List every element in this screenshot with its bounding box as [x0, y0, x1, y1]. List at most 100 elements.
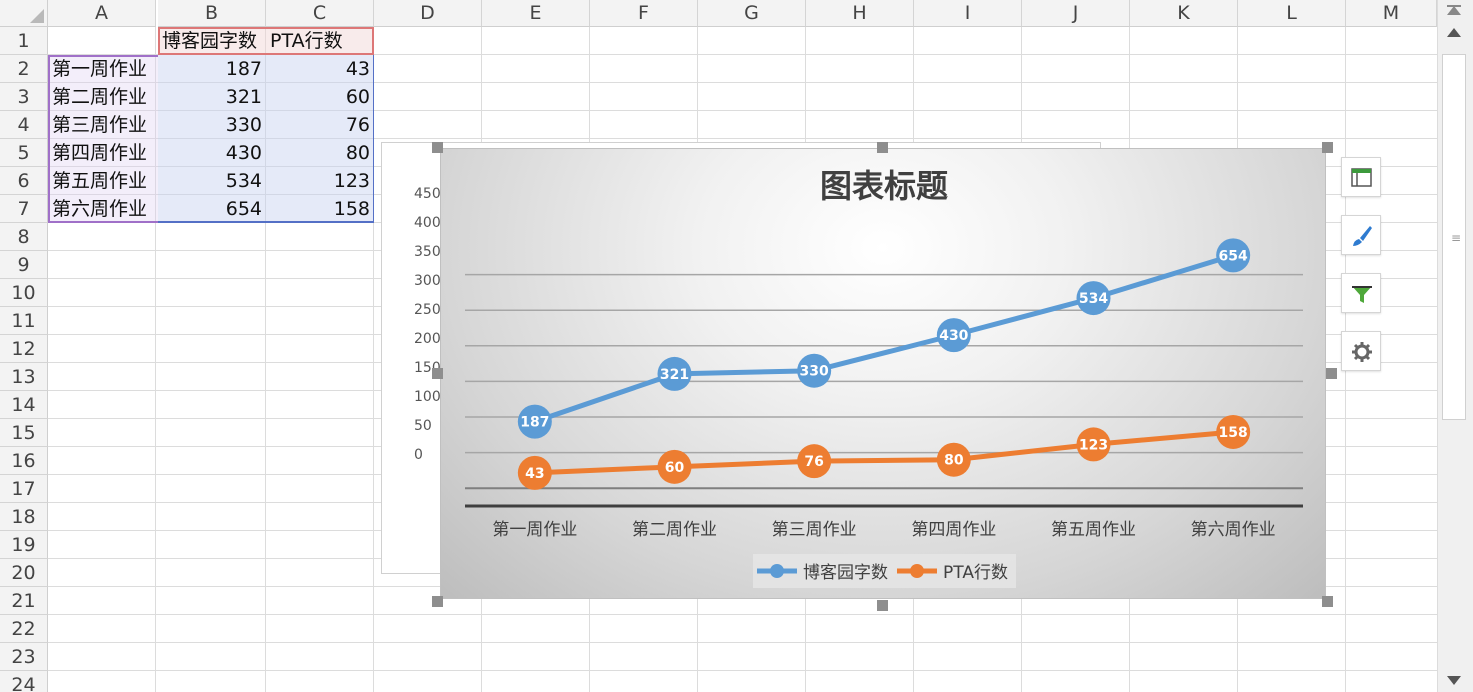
row-header-18[interactable]: 18 [0, 503, 48, 531]
row-header-2[interactable]: 2 [0, 55, 48, 83]
select-all-corner[interactable] [0, 0, 48, 27]
column-header-K[interactable]: K [1130, 0, 1238, 27]
column-header-G[interactable]: G [698, 0, 806, 27]
row-header-1[interactable]: 1 [0, 27, 48, 55]
data-point[interactable] [1216, 414, 1251, 449]
line-chart[interactable]: 图表标题 187 321 330 430 534 654 43 60 76 80 123 158 第一… [440, 148, 1326, 599]
data-label: 76 [804, 454, 823, 470]
row-header-16[interactable]: 16 [0, 447, 48, 475]
column-header-E[interactable]: E [482, 0, 590, 27]
chart-title[interactable]: 图表标题 [820, 167, 948, 205]
column-header-I[interactable]: I [914, 0, 1022, 27]
row-header-21[interactable]: 21 [0, 587, 48, 615]
row-header-19[interactable]: 19 [0, 531, 48, 559]
resize-handle-bl[interactable] [432, 596, 443, 607]
cell-C2[interactable]: 43 [345, 58, 370, 80]
cell-A2[interactable]: 第一周作业 [52, 58, 148, 80]
chart-filter-button[interactable] [1341, 273, 1381, 313]
row-header-7[interactable]: 7 [0, 195, 48, 223]
row-header-20[interactable]: 20 [0, 559, 48, 587]
data-point[interactable] [936, 442, 971, 477]
resize-handle-b[interactable] [877, 600, 888, 611]
row-header-14[interactable]: 14 [0, 391, 48, 419]
scroll-down-icon[interactable] [1447, 676, 1461, 685]
series-line-1[interactable] [534, 429, 1234, 476]
scroll-thumb[interactable]: ≡ [1442, 54, 1466, 420]
resize-handle-t[interactable] [877, 142, 888, 153]
legend-entry[interactable]: 博客园字数 [803, 563, 888, 583]
data-point[interactable] [657, 449, 692, 484]
data-label: 187 [520, 415, 549, 431]
scroll-to-top-arrow-icon[interactable] [1447, 6, 1461, 15]
row-header-9[interactable]: 9 [0, 251, 48, 279]
cell-A6[interactable]: 第五周作业 [52, 170, 148, 192]
cell-C4[interactable]: 76 [345, 114, 370, 136]
resize-handle-l[interactable] [432, 368, 443, 379]
column-header-L[interactable]: L [1238, 0, 1346, 27]
column-header-H[interactable]: H [806, 0, 914, 27]
chart-style-button[interactable] [1341, 215, 1381, 255]
cell-A7[interactable]: 第六周作业 [52, 198, 148, 220]
column-header-C[interactable]: C [266, 0, 374, 27]
row-header-3[interactable]: 3 [0, 83, 48, 111]
column-header-M[interactable]: M [1346, 0, 1437, 27]
cell-B7[interactable]: 654 [225, 198, 262, 220]
row-header-12[interactable]: 12 [0, 335, 48, 363]
column-header-A[interactable]: A [48, 0, 156, 27]
cell-B3[interactable]: 321 [225, 86, 262, 108]
resize-handle-tl[interactable] [432, 142, 443, 153]
data-point[interactable] [936, 318, 971, 353]
cell-C7[interactable]: 158 [333, 198, 370, 220]
cell-B4[interactable]: 330 [225, 114, 262, 136]
row-header-15[interactable]: 15 [0, 419, 48, 447]
data-point[interactable] [1076, 281, 1111, 316]
chart-settings-button[interactable] [1341, 331, 1381, 371]
row-header-4[interactable]: 4 [0, 111, 48, 139]
filter-icon [1352, 286, 1372, 303]
row-gridline [48, 138, 1437, 139]
column-header-F[interactable]: F [590, 0, 698, 27]
chart-elements-button[interactable] [1341, 157, 1381, 197]
row-header-23[interactable]: 23 [0, 643, 48, 671]
row-header-24[interactable]: 24 [0, 671, 48, 692]
cell-C3[interactable]: 60 [345, 86, 370, 108]
cell-A3[interactable]: 第二周作业 [52, 86, 148, 108]
cell-C6[interactable]: 123 [333, 170, 370, 192]
data-point[interactable] [1216, 238, 1251, 273]
row-header-5[interactable]: 5 [0, 139, 48, 167]
row-header-8[interactable]: 8 [0, 223, 48, 251]
resize-handle-tr[interactable] [1322, 142, 1333, 153]
data-point[interactable] [1076, 427, 1111, 462]
column-header-D[interactable]: D [374, 0, 482, 27]
cell-C1[interactable]: PTA行数 [270, 30, 343, 52]
grip-icon: ≡ [1451, 231, 1462, 245]
scroll-up-icon[interactable] [1447, 28, 1461, 37]
column-header-J[interactable]: J [1022, 0, 1130, 27]
cell-B2[interactable]: 187 [225, 58, 262, 80]
vertical-scrollbar[interactable]: ≡ [1437, 0, 1473, 692]
row-header-13[interactable]: 13 [0, 363, 48, 391]
cell-A5[interactable]: 第四周作业 [52, 142, 148, 164]
cell-B5[interactable]: 430 [225, 142, 262, 164]
legend-entry[interactable]: PTA行数 [943, 563, 1008, 583]
row-header-6[interactable]: 6 [0, 167, 48, 195]
column-gridline [265, 27, 266, 692]
resize-handle-br[interactable] [1322, 596, 1333, 607]
row-header-22[interactable]: 22 [0, 615, 48, 643]
cell-B1[interactable]: 博客园字数 [162, 30, 258, 52]
data-point[interactable] [517, 455, 552, 490]
row-header-10[interactable]: 10 [0, 279, 48, 307]
data-point[interactable] [797, 353, 832, 388]
data-label: 654 [1219, 248, 1248, 264]
data-point[interactable] [657, 356, 692, 391]
data-point[interactable] [797, 444, 832, 479]
column-header-B[interactable]: B [158, 0, 266, 27]
data-point[interactable] [517, 404, 552, 439]
row-header-11[interactable]: 11 [0, 307, 48, 335]
row-header-17[interactable]: 17 [0, 475, 48, 503]
cell-C5[interactable]: 80 [345, 142, 370, 164]
series-line-0[interactable] [534, 252, 1234, 424]
resize-handle-r[interactable] [1326, 368, 1337, 379]
cell-B6[interactable]: 534 [225, 170, 262, 192]
cell-A4[interactable]: 第三周作业 [52, 114, 148, 136]
